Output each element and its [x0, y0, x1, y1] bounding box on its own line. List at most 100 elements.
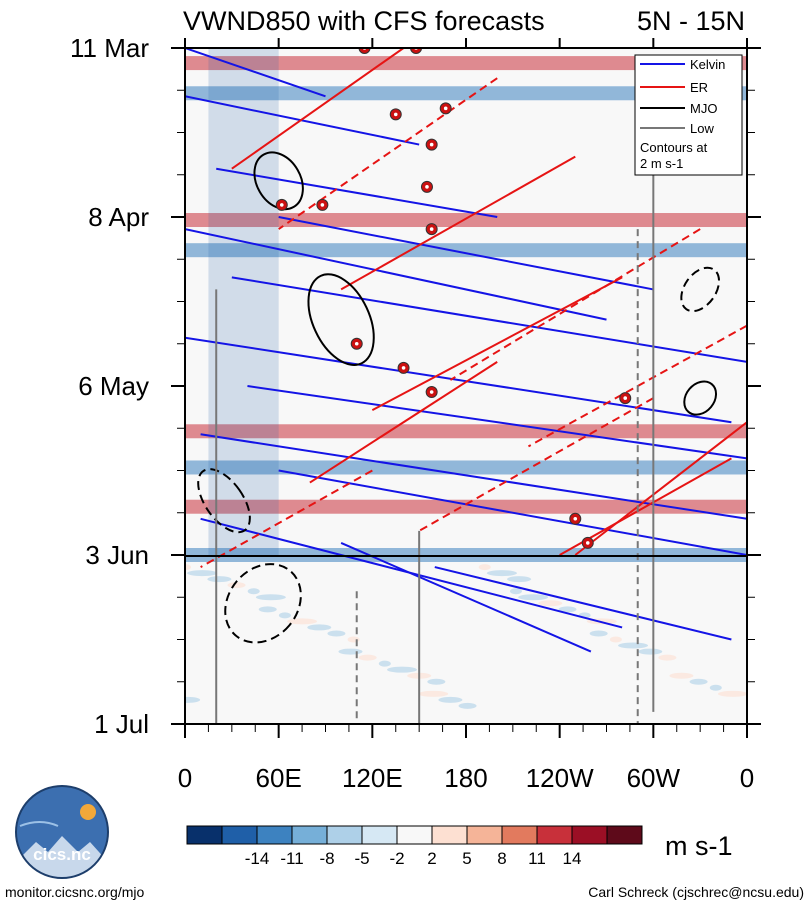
- shading-speckle: [438, 696, 463, 703]
- shading-speckle: [509, 588, 522, 595]
- mjo-contour: [224, 563, 302, 644]
- storm-marker: [389, 108, 402, 121]
- shading-speckle: [558, 606, 577, 613]
- colorbar-swatch: [326, 825, 363, 845]
- storm-marker: [425, 138, 438, 151]
- storm-marker: [619, 392, 632, 405]
- legend: Kelvin ER MJO Low Contours at 2 m s-1: [634, 54, 743, 176]
- storm-marker: [350, 337, 363, 350]
- er-contour: [371, 276, 623, 412]
- colorbar-swatch: [291, 825, 328, 845]
- shading-band: [185, 86, 747, 101]
- kelvin-contour: [434, 566, 732, 641]
- colorbar-label: 2: [427, 849, 436, 868]
- cicsnc-logo: cics.nc: [15, 785, 109, 879]
- colorbar-label: 11: [528, 849, 546, 868]
- shading-speckle: [338, 648, 363, 655]
- er-contour: [340, 155, 576, 291]
- colorbar-swatch: [606, 825, 643, 845]
- shading-speckle: [287, 618, 318, 625]
- er-contour: [231, 48, 405, 170]
- shading-speckle: [347, 636, 360, 643]
- y-tick-label: 3 Jun: [85, 540, 149, 570]
- shading-speckle: [538, 600, 563, 607]
- er-contour: [200, 469, 373, 568]
- shading-speckle: [638, 648, 663, 655]
- shading-speckle: [458, 702, 477, 709]
- colorbar-swatch: [221, 825, 258, 845]
- legend-label-kelvin: Kelvin: [690, 57, 725, 72]
- colorbar-label: -5: [354, 849, 369, 868]
- storm-marker: [316, 198, 329, 211]
- shading-speckle: [589, 630, 608, 637]
- er-contour: [309, 361, 498, 484]
- shading-speckle: [507, 576, 532, 583]
- mjo-contour: [680, 266, 721, 313]
- colorbar-label: 8: [497, 849, 506, 868]
- shading-band: [185, 56, 747, 71]
- footer-credit: Carl Schreck (cjschrec@ncsu.edu): [588, 884, 804, 900]
- kelvin-contour: [216, 167, 498, 218]
- kelvin-contour: [278, 469, 747, 556]
- mjo-contour: [683, 380, 718, 416]
- chart-region: 5N - 15N: [637, 6, 745, 36]
- x-tick-label: 180: [444, 763, 487, 793]
- colorbar-swatch: [431, 825, 468, 845]
- chart-title: VWND850 with CFS forecasts: [183, 6, 545, 36]
- storm-marker: [275, 198, 288, 211]
- er-contour: [418, 397, 654, 532]
- shading-speckle: [227, 582, 246, 589]
- colorbar-label: 14: [563, 849, 582, 868]
- kelvin-contour: [247, 385, 747, 460]
- colorbar-swatch: [256, 825, 293, 845]
- shading-speckle: [307, 624, 332, 631]
- shading-speckle: [247, 588, 260, 595]
- logo-text: cics.nc: [33, 845, 91, 864]
- x-tick-label: 120W: [526, 763, 594, 793]
- kelvin-contour: [340, 542, 592, 653]
- kelvin-contour: [185, 336, 732, 424]
- shading-band: [185, 499, 747, 514]
- shading-speckle: [427, 678, 446, 685]
- storm-marker: [397, 361, 410, 374]
- kelvin-contour: [278, 216, 654, 291]
- shading-speckle: [386, 666, 417, 673]
- shading-speckle: [609, 636, 622, 643]
- shading-speckle: [717, 690, 747, 697]
- colorbar-swatch: [501, 825, 538, 845]
- shading-speckle: [658, 654, 677, 661]
- shading-speckle: [709, 684, 722, 691]
- kelvin-contour: [200, 433, 747, 520]
- shading-speckle: [378, 660, 391, 667]
- legend-box: [634, 54, 743, 176]
- shading-speckle: [187, 570, 218, 577]
- kelvin-contour: [231, 276, 747, 363]
- x-tick-label: 60E: [256, 763, 302, 793]
- colorbar-label: -8: [319, 849, 334, 868]
- y-tick-label: 11 Mar: [70, 33, 149, 63]
- colorbar-label: 5: [462, 849, 471, 868]
- shading-speckle: [418, 690, 449, 697]
- y-tick-label: 8 Apr: [88, 202, 149, 232]
- shading-speckle: [689, 678, 708, 685]
- shading-speckle: [327, 630, 346, 637]
- shading-speckle: [486, 570, 517, 577]
- er-contour: [278, 77, 498, 230]
- colorbar-label: -11: [280, 849, 303, 868]
- kelvin-contour: [185, 228, 607, 321]
- y-tick-label: 1 Jul: [94, 709, 149, 739]
- shading-speckle: [618, 642, 649, 649]
- colorbar-swatch: [396, 825, 433, 845]
- mjo-contour: [197, 468, 251, 534]
- mjo-contour: [307, 273, 375, 366]
- colorbar-label: -2: [389, 849, 404, 868]
- er-contour: [574, 421, 747, 556]
- storm-marker: [425, 223, 438, 236]
- shading-band: [185, 243, 747, 258]
- storm-marker: [569, 512, 582, 525]
- legend-note-line1: Contours at: [640, 140, 708, 155]
- shading-speckle: [278, 612, 291, 619]
- kelvin-contour: [185, 48, 326, 98]
- shading-speckle: [518, 594, 549, 601]
